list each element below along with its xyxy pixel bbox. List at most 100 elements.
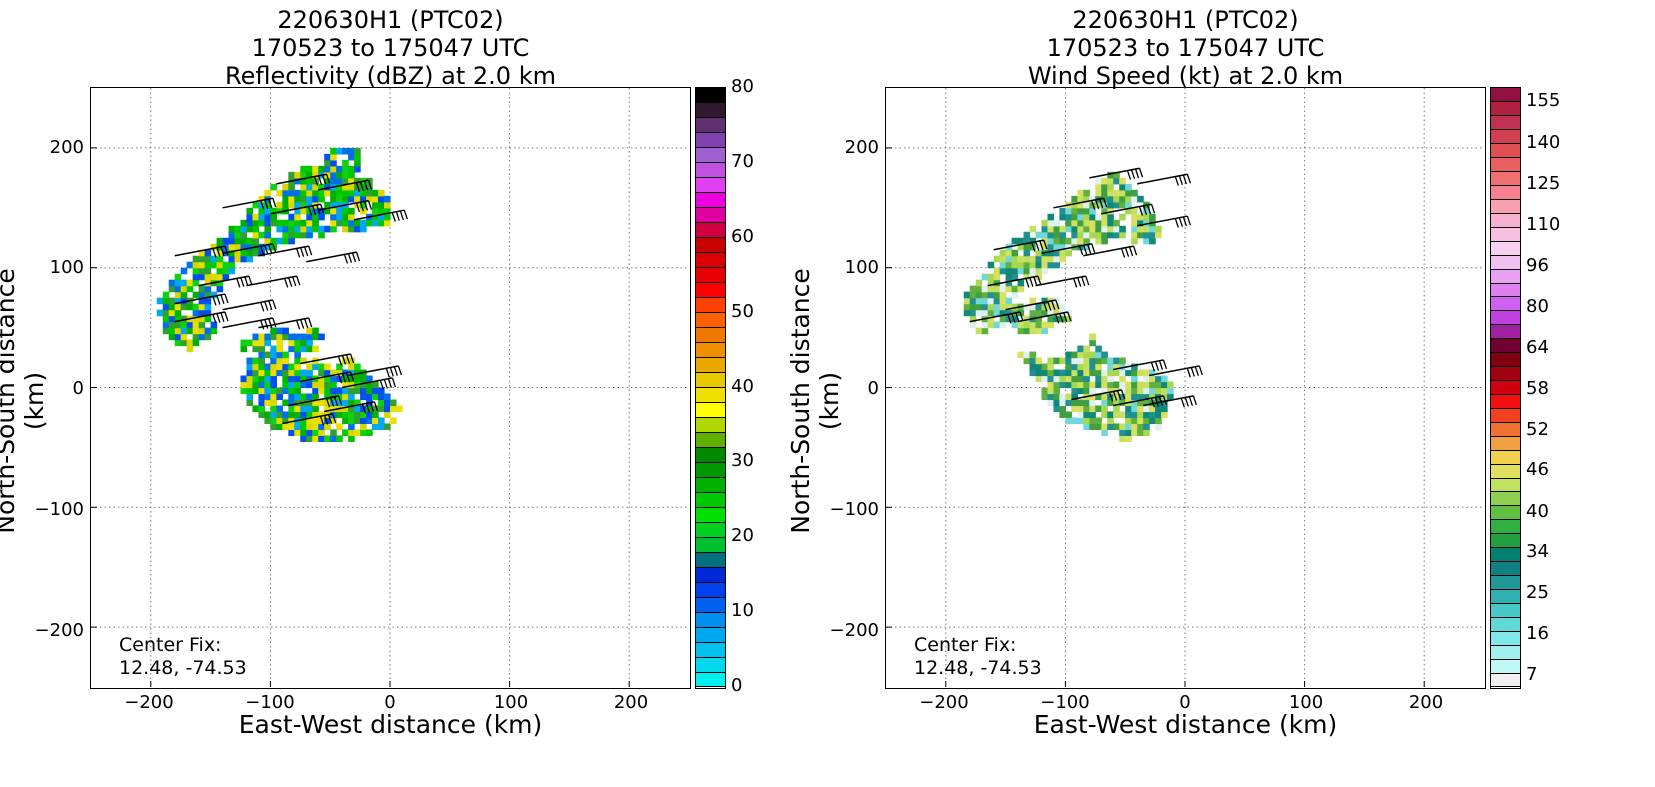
echo-cell [969, 309, 977, 317]
echo-cell [306, 375, 313, 383]
echo-cell [378, 213, 385, 221]
echo-cell [1143, 423, 1150, 431]
wind-barb [306, 251, 357, 263]
wind-barb-flag [1108, 391, 1114, 402]
echo-cell [288, 183, 295, 191]
echo-cell [306, 165, 313, 173]
echo-cell [378, 399, 385, 407]
wind-barb-flag [1138, 206, 1144, 216]
echo-cell [1005, 285, 1013, 293]
echo-cell [1089, 423, 1096, 431]
echo-cell [1095, 363, 1102, 371]
echo-cell [1083, 387, 1090, 395]
echo-cell [1137, 213, 1144, 221]
echo-cell [1059, 303, 1066, 311]
right-xlabel: East-West distance (km) [1033, 710, 1338, 739]
colorbar-segment [1491, 631, 1520, 646]
echo-cell [1083, 363, 1090, 371]
echo-cell [324, 405, 331, 413]
wind-barb-flag [325, 174, 331, 184]
echo-cell [234, 249, 242, 257]
echo-cell [288, 369, 295, 377]
wind-barb [969, 311, 1021, 323]
echo-cell [264, 411, 271, 419]
echo-cell [1059, 369, 1066, 377]
echo-cell [1065, 219, 1072, 227]
wind-barb-flag [260, 245, 265, 256]
echo-cell [216, 237, 224, 245]
echo-cell [1107, 363, 1114, 371]
echo-cell [1053, 375, 1061, 383]
echo-cell [1113, 219, 1120, 227]
echo-cell [1113, 369, 1120, 377]
echo-cell [1065, 363, 1072, 371]
wind-barb-flag [359, 201, 365, 212]
echo-cell [270, 237, 277, 245]
echo-cell [366, 381, 373, 389]
echo-cell [1095, 231, 1102, 239]
echo-cell [993, 285, 1001, 293]
echo-cell [300, 333, 307, 341]
colorbar-segment [1491, 199, 1520, 214]
echo-cell [1041, 297, 1049, 305]
echo-cell [330, 375, 337, 383]
echo-cell [168, 327, 176, 335]
wind-barb-flag [1079, 245, 1084, 256]
echo-cell [1101, 189, 1108, 197]
echo-cell [1047, 369, 1055, 377]
echo-cell [336, 177, 343, 185]
wind-barb-flag [1134, 168, 1140, 179]
echo-cell [969, 297, 977, 305]
echo-cell [1137, 387, 1144, 395]
echo-cell [1125, 411, 1132, 419]
colorbar-segment [696, 192, 725, 209]
echo-cell [354, 153, 361, 161]
echo-cell [354, 399, 361, 407]
echo-cell [294, 339, 301, 347]
right-xtick-label: 0 [1179, 692, 1191, 713]
echo-cell [1095, 189, 1102, 197]
echo-cell [282, 183, 289, 191]
echo-cell [1107, 219, 1114, 227]
echo-cell [330, 147, 337, 155]
wind-barb [258, 245, 309, 257]
wind-barb-flag [1031, 242, 1036, 252]
echo-cell [1077, 399, 1084, 407]
echo-cell [999, 309, 1007, 317]
echo-cell [1107, 231, 1114, 239]
wind-barb [1041, 243, 1092, 255]
wind-barb [1017, 311, 1068, 323]
echo-cell [282, 195, 289, 203]
left-title-line1: 220630H1 (PTC02) [277, 6, 504, 34]
colorbar-segment [1491, 227, 1520, 242]
colorbar-tick-label: 52 [1526, 418, 1549, 440]
echo-cell [306, 231, 313, 239]
echo-cell [306, 225, 313, 233]
echo-cell [1059, 315, 1066, 323]
echo-cell [372, 213, 379, 221]
wind-barb-flag [1126, 170, 1132, 180]
wind-barb-flag [397, 365, 402, 376]
wind-barb-flag [337, 395, 343, 406]
echo-cell [336, 411, 343, 419]
echo-cell [1131, 393, 1138, 401]
echo-cell [1041, 261, 1049, 269]
echo-cell [993, 267, 1001, 275]
echo-cell [246, 387, 254, 395]
echo-cell [162, 291, 170, 299]
colorbar-tick-label: 125 [1526, 173, 1561, 195]
echo-cell [174, 327, 182, 335]
echo-cell [1071, 375, 1078, 383]
echo-cell [1047, 231, 1055, 239]
echo-cell [1071, 363, 1078, 371]
echo-cell [1017, 351, 1025, 359]
echo-cell [1035, 255, 1043, 263]
colorbar-segment [1491, 296, 1520, 312]
echo-cell [180, 321, 188, 329]
left-center-fix: Center Fix: 12.48, -74.53 [119, 634, 247, 680]
echo-cell [294, 363, 301, 371]
wind-barb-flag [1090, 200, 1096, 210]
wind-barb-flag [363, 180, 369, 191]
echo-cell [312, 393, 319, 401]
echo-cell [999, 315, 1007, 323]
